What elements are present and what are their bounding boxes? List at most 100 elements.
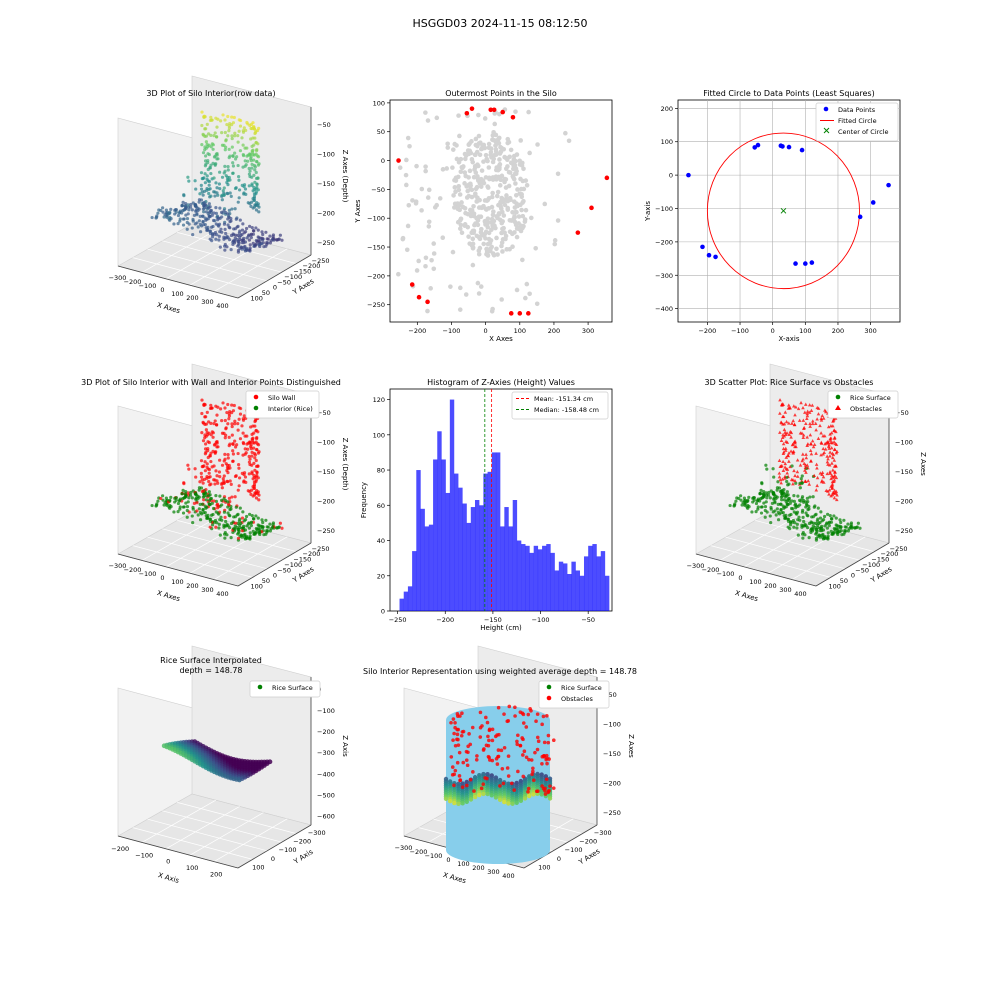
- obstacle-point: [484, 743, 489, 748]
- x-tick-label: 200: [186, 582, 198, 590]
- y-tick-label: −100: [279, 846, 297, 854]
- data-point: [255, 470, 259, 474]
- data-point: [803, 402, 808, 406]
- z-axis-label: Z Axes: [919, 452, 927, 476]
- data-point: [168, 210, 172, 214]
- data-point: [176, 510, 180, 514]
- data-point: [737, 496, 741, 501]
- data-point: [205, 476, 209, 481]
- data-point: [492, 121, 498, 127]
- data-point: [219, 227, 223, 231]
- data-point: [780, 498, 784, 502]
- histogram-bar: [537, 549, 543, 611]
- data-point: [800, 474, 804, 478]
- grid-line: [132, 545, 253, 578]
- data-point: [236, 224, 240, 228]
- z-axis-label: Z Axes: [627, 734, 635, 758]
- data-point: [256, 228, 260, 232]
- data-point: [213, 482, 217, 486]
- data-point: [184, 206, 188, 210]
- data-point: [815, 417, 819, 421]
- data-point: [213, 419, 217, 423]
- data-point: [245, 120, 249, 125]
- data-point: [242, 414, 246, 418]
- x-tick-label: −200: [410, 848, 428, 856]
- data-point: [473, 186, 479, 192]
- y-tick-label: 0: [557, 855, 561, 863]
- data-point: [231, 449, 235, 453]
- data-point: [467, 168, 473, 174]
- data-point: [224, 139, 228, 143]
- data-point: [818, 529, 822, 533]
- data-point: [200, 110, 204, 114]
- data-point: [218, 475, 222, 479]
- data-point: [260, 526, 265, 530]
- data-point: [197, 488, 201, 492]
- data-point: [240, 516, 245, 520]
- data-point: [238, 412, 243, 416]
- y-tick-label: −250: [312, 545, 330, 553]
- data-point: [176, 222, 180, 226]
- data-point: [460, 204, 466, 210]
- legend-marker: [835, 405, 841, 410]
- data-point: [769, 505, 773, 510]
- data-point: [397, 165, 403, 170]
- obstacle-point: [534, 719, 538, 724]
- x-tick-label: −100: [135, 851, 153, 859]
- legend-box: [245, 390, 320, 419]
- data-point: [829, 476, 833, 481]
- data-point: [728, 503, 732, 508]
- y-tick-label: −200: [367, 272, 385, 280]
- x-tick-label: 100: [171, 290, 183, 298]
- data-point: [220, 503, 224, 507]
- data-point: [250, 454, 254, 458]
- x-tick-label: −300: [109, 562, 127, 570]
- data-point: [566, 138, 572, 144]
- data-point: [785, 494, 789, 498]
- obstacle-point: [470, 725, 475, 730]
- data-point: [821, 416, 826, 420]
- data-point: [199, 475, 204, 479]
- data-point: [475, 280, 481, 286]
- data-point: [470, 159, 476, 165]
- data-point: [781, 451, 786, 456]
- data-point: [463, 292, 469, 297]
- obstacle-point: [481, 748, 486, 752]
- data-point: [234, 186, 238, 190]
- data-point: [828, 432, 832, 436]
- data-point: [194, 492, 198, 496]
- data-point: [271, 233, 276, 237]
- y-tick-label: −200: [881, 550, 899, 558]
- data-point: [448, 284, 453, 289]
- data-point: [563, 130, 568, 136]
- data-point: [211, 449, 215, 453]
- data-point: [248, 174, 252, 179]
- data-point: [262, 533, 266, 537]
- data-point: [240, 424, 244, 428]
- data-point: [198, 480, 202, 484]
- data-point: [512, 171, 518, 176]
- data-point: [214, 469, 218, 473]
- z-tick-label: −50: [603, 691, 617, 699]
- data-point: [238, 124, 243, 128]
- data-point: [464, 195, 470, 200]
- data-point: [500, 226, 505, 232]
- data-point: [208, 231, 213, 235]
- data-point: [787, 406, 792, 410]
- data-point: [203, 172, 207, 176]
- data-point: [194, 187, 198, 191]
- data-point: [825, 439, 830, 444]
- obstacle-point: [465, 763, 470, 768]
- data-point: [794, 504, 799, 508]
- surface-point: [518, 798, 524, 804]
- data-point: [268, 529, 272, 533]
- x-tick-label: 200: [832, 327, 844, 335]
- histogram-bar: [512, 500, 518, 611]
- data-point: [224, 519, 228, 524]
- data-point: [212, 155, 217, 159]
- data-point: [230, 115, 234, 119]
- data-point: [240, 136, 244, 140]
- data-point: [801, 524, 805, 528]
- data-point: [238, 506, 242, 510]
- data-point: [241, 510, 245, 514]
